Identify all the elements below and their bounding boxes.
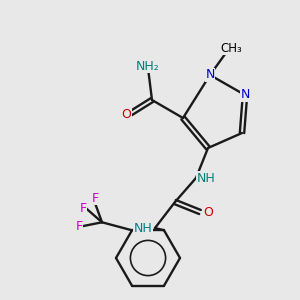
Text: O: O	[203, 206, 213, 218]
Text: NH: NH	[134, 221, 152, 235]
Text: O: O	[121, 109, 131, 122]
Text: F: F	[80, 202, 87, 215]
Text: F: F	[92, 192, 99, 205]
Text: N: N	[205, 68, 215, 82]
Text: NH: NH	[196, 172, 215, 184]
Text: NH₂: NH₂	[136, 59, 160, 73]
Text: F: F	[75, 220, 82, 233]
Text: N: N	[240, 88, 250, 101]
Text: CH₃: CH₃	[220, 41, 242, 55]
